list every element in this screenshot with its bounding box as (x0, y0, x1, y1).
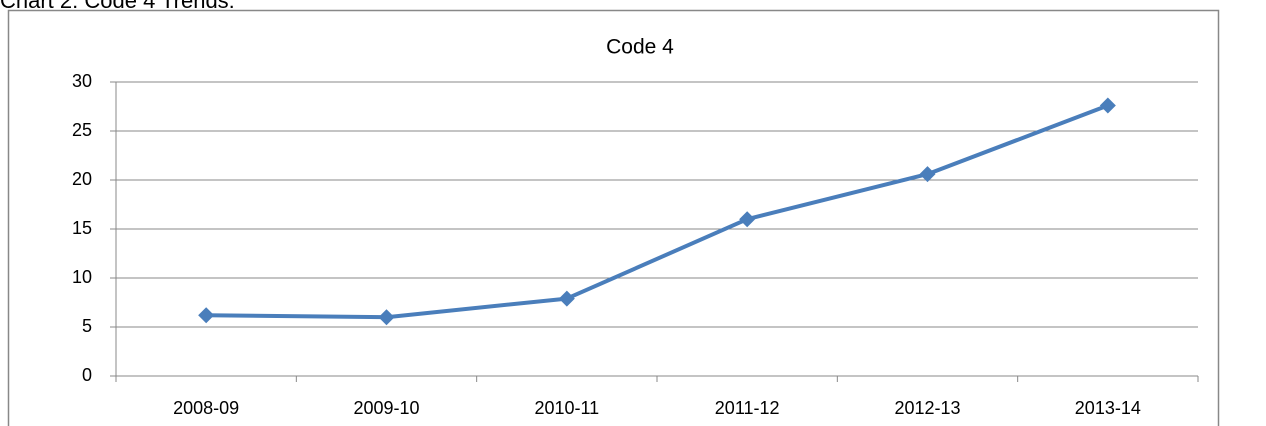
y-tick-label: 30 (72, 71, 92, 91)
y-tick-label: 20 (72, 169, 92, 189)
data-point (198, 307, 215, 324)
chart-border (7, 9, 1220, 426)
y-tick-label: 10 (72, 267, 92, 287)
data-point (739, 211, 756, 228)
x-tick-label: 2013-14 (1075, 398, 1141, 418)
data-point (558, 290, 575, 307)
x-tick-label: 2008-09 (173, 398, 239, 418)
x-tick-label: 2011-12 (715, 398, 780, 418)
y-tick-label: 0 (82, 365, 92, 385)
heading: Chart 2: Code 4 Trends: (0, 0, 235, 13)
y-tick-label: 5 (82, 316, 92, 336)
data-point (1099, 97, 1116, 114)
data-point (378, 309, 395, 326)
x-tick-label: 2012-13 (894, 398, 960, 418)
y-tick-label: 15 (72, 218, 92, 238)
x-tick-label: 2010-11 (534, 398, 599, 418)
series-line (206, 103, 1109, 320)
chart-title: Code 4 (606, 36, 674, 59)
x-tick-label: 2009-10 (353, 398, 419, 418)
y-tick-label: 25 (72, 120, 92, 140)
data-point (919, 166, 936, 183)
